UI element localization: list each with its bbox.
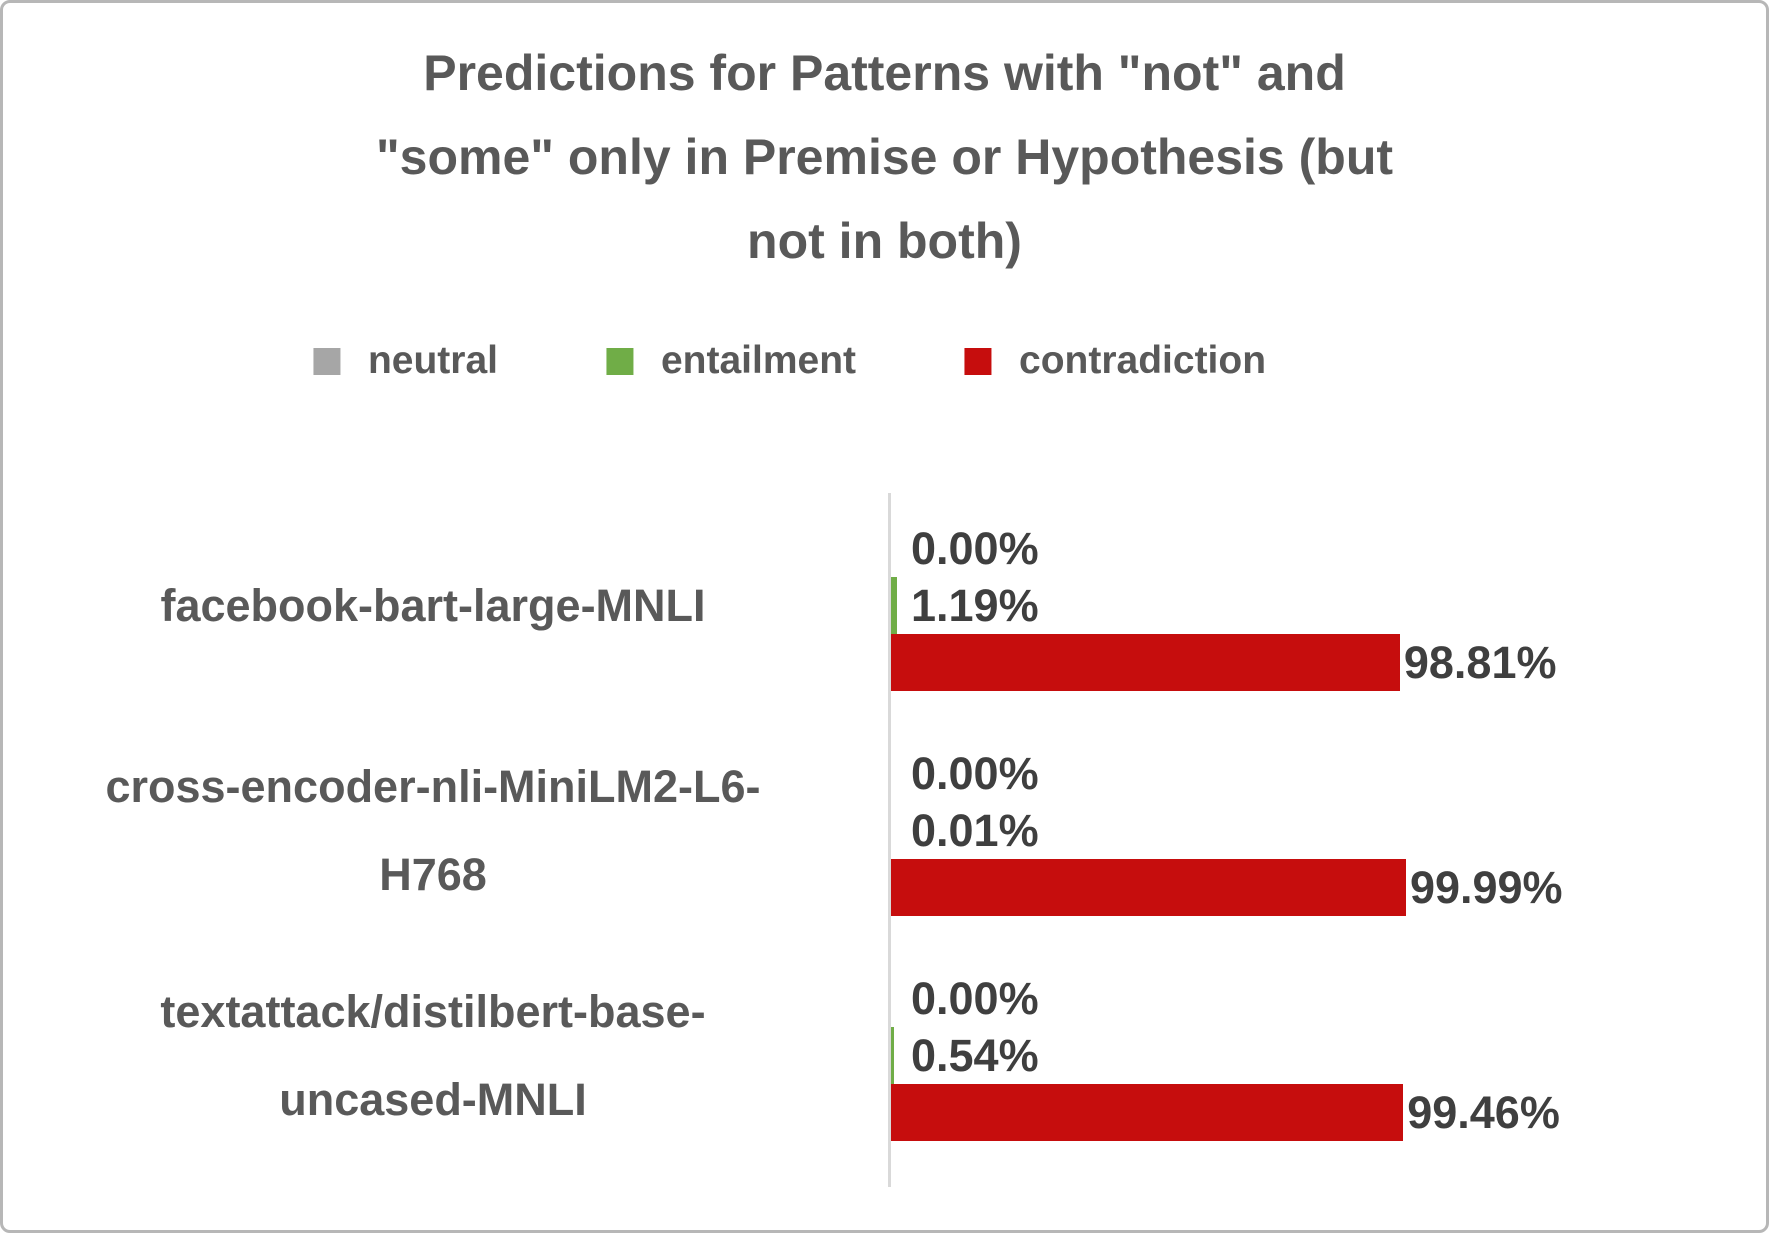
category-row: textattack/distilbert-base-uncased-MNLI 0… — [3, 943, 1766, 1168]
contradiction-bar-slot: 99.99% — [891, 859, 1563, 916]
neutral-bar-slot: 0.00% — [891, 520, 1556, 577]
category-label-line: H768 — [379, 848, 487, 900]
entailment-value-label: 0.54% — [910, 1029, 1039, 1081]
contradiction-value-label: 99.46% — [1407, 1086, 1560, 1138]
contradiction-value-label: 99.99% — [1409, 861, 1563, 913]
entailment-bar-slot: 1.19% — [891, 577, 1556, 634]
bar-stack: 0.00% 0.54% 99.46% — [891, 970, 1560, 1141]
contradiction-bar — [891, 1084, 1404, 1141]
entailment-value-label: 1.19% — [910, 579, 1039, 631]
category-label-line: facebook-bart-large-MNLI — [160, 579, 706, 631]
neutral-value-label: 0.00% — [911, 522, 1039, 574]
category-row: cross-encoder-nli-MiniLM2-L6- H768 0.00% 0.… — [3, 718, 1766, 943]
entailment-value-label: 0.01% — [910, 804, 1039, 856]
category-label: cross-encoder-nli-MiniLM2-L6- H768 — [3, 718, 863, 943]
contradiction-bar-slot: 99.46% — [891, 1084, 1560, 1141]
entailment-swatch-icon — [605, 347, 633, 375]
bar-stack: 0.00% 1.19% 98.81% — [891, 520, 1556, 691]
plot-area: facebook-bart-large-MNLI 0.00% 1.19% 98.81%… — [3, 493, 1766, 1193]
y-axis-line — [888, 493, 891, 1187]
entailment-bar-slot: 0.54% — [891, 1027, 1560, 1084]
bar-stack: 0.00% 0.01% 99.99% — [891, 745, 1563, 916]
legend-item-entailment: entailment — [605, 339, 857, 383]
category-row: facebook-bart-large-MNLI 0.00% 1.19% 98.81% — [3, 493, 1766, 718]
entailment-bar-slot: 0.01% — [891, 802, 1563, 859]
entailment-bar — [891, 1027, 894, 1084]
legend-label-entailment: entailment — [660, 339, 857, 382]
legend-item-contradiction: contradiction — [964, 339, 1266, 383]
contradiction-bar — [891, 859, 1406, 916]
entailment-bar — [891, 577, 898, 634]
bar-groups: facebook-bart-large-MNLI 0.00% 1.19% 98.81%… — [3, 493, 1766, 1168]
category-label: textattack/distilbert-base-uncased-MNLI — [3, 943, 863, 1168]
chart-title: Predictions for Patterns with "not" and … — [175, 31, 1595, 283]
legend-item-neutral: neutral — [312, 339, 498, 383]
category-label-line: cross-encoder-nli-MiniLM2-L6- — [105, 760, 761, 812]
category-label: facebook-bart-large-MNLI — [3, 493, 863, 718]
neutral-bar-slot: 0.00% — [891, 745, 1563, 802]
category-label-line: uncased-MNLI — [279, 1073, 587, 1125]
neutral-value-label: 0.00% — [911, 972, 1039, 1024]
chart-title-line: Predictions for Patterns with "not" and — [423, 45, 1346, 101]
legend-label-contradiction: contradiction — [1019, 339, 1267, 382]
chart-title-line: not in both) — [747, 213, 1022, 269]
contradiction-swatch-icon — [964, 347, 992, 375]
legend: neutral entailment contradiction — [312, 339, 1266, 383]
contradiction-value-label: 98.81% — [1403, 636, 1557, 688]
chart-title-line: "some" only in Premise or Hypothesis (bu… — [375, 129, 1394, 185]
neutral-value-label: 0.00% — [911, 747, 1039, 799]
contradiction-bar-slot: 98.81% — [891, 634, 1556, 691]
category-label-line: textattack/distilbert-base- — [160, 985, 706, 1037]
legend-label-neutral: neutral — [367, 339, 498, 382]
neutral-swatch-icon — [312, 347, 340, 375]
contradiction-bar — [891, 634, 1400, 691]
neutral-bar-slot: 0.00% — [891, 970, 1560, 1027]
